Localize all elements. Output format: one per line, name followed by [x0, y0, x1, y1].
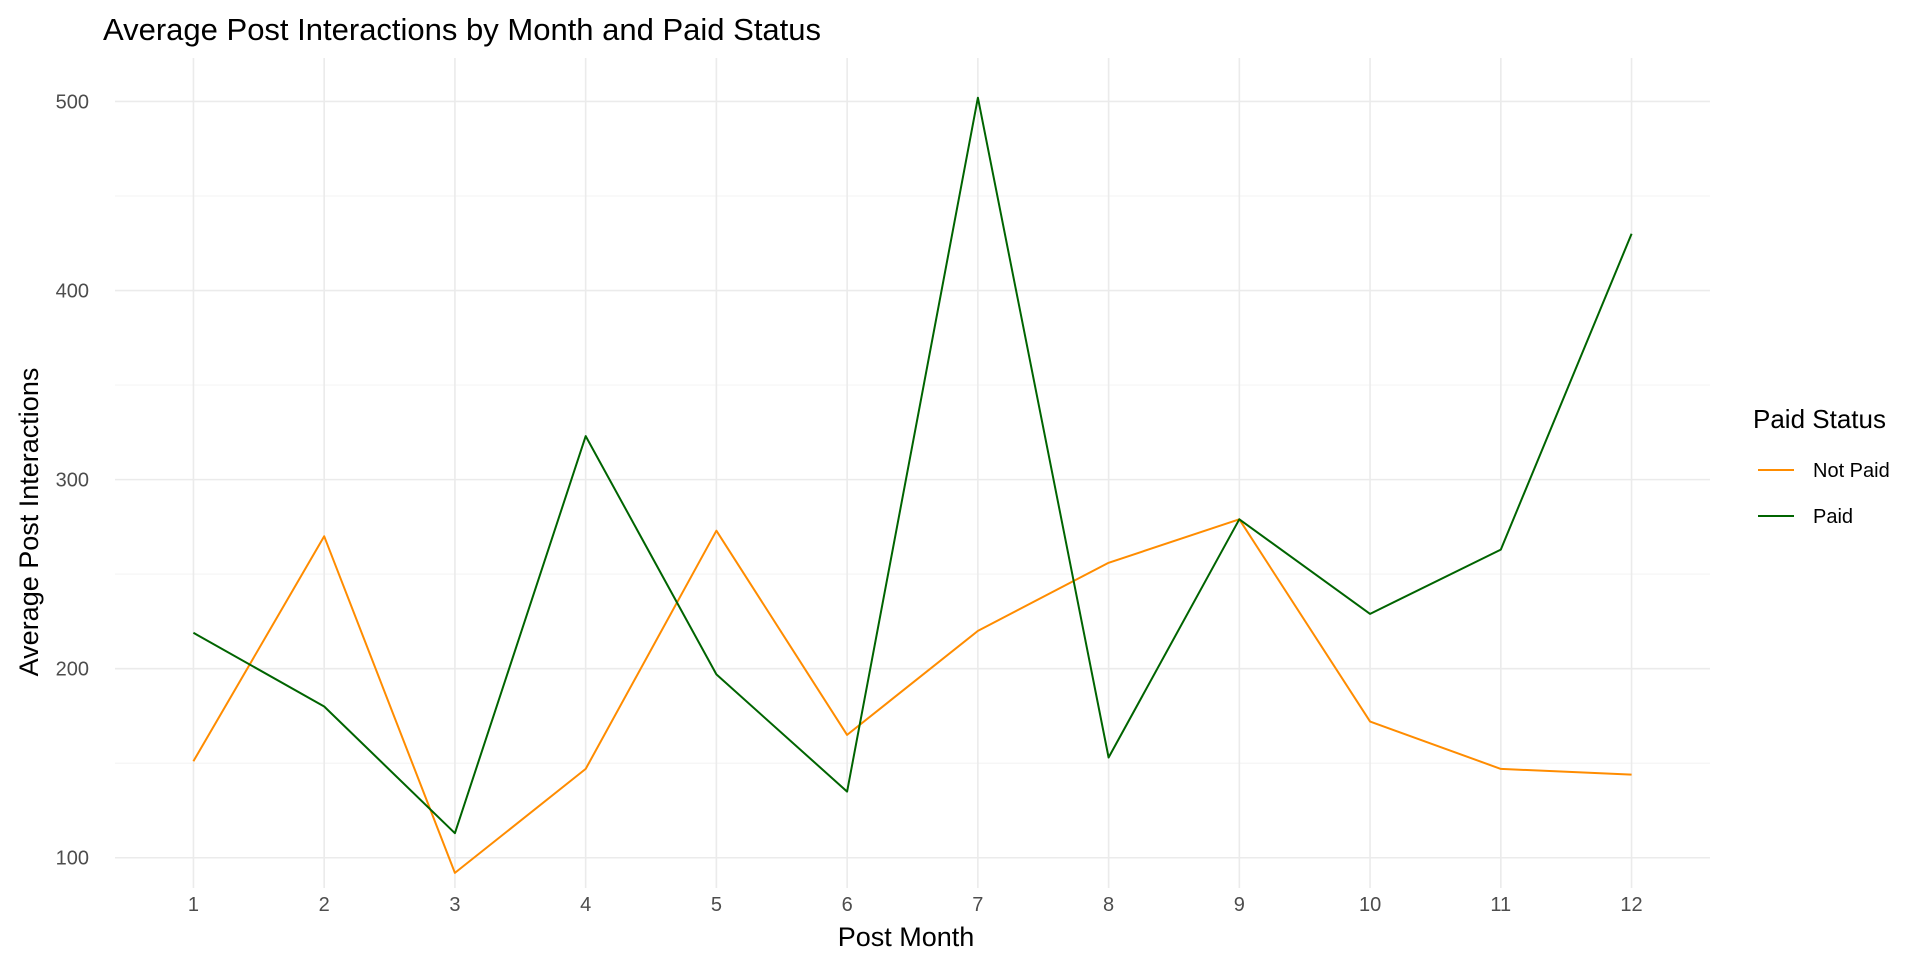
x-tick-label: 8	[1103, 894, 1114, 916]
x-tick-label: 5	[711, 894, 722, 916]
legend-label-paid: Paid	[1813, 506, 1853, 528]
series-line-paid	[192, 96, 1633, 835]
y-axis-tick-labels: 100 200 300 400 500	[56, 91, 89, 869]
x-tick-label: 6	[842, 894, 853, 916]
y-axis-title: Average Post Interactions	[14, 368, 44, 677]
series-lines	[192, 96, 1633, 874]
x-axis-title: Post Month	[838, 922, 975, 952]
x-tick-label: 12	[1620, 894, 1642, 916]
x-tick-label: 3	[449, 894, 460, 916]
y-tick-label: 300	[56, 470, 89, 492]
x-tick-label: 7	[972, 894, 983, 916]
y-tick-label: 200	[56, 659, 89, 681]
grid	[115, 58, 1710, 888]
x-tick-label: 9	[1234, 894, 1245, 916]
y-tick-label: 100	[56, 848, 89, 870]
series-line-not-paid	[192, 518, 1632, 874]
x-tick-label: 11	[1490, 894, 1511, 916]
legend: Paid Status Not Paid Paid	[1753, 404, 1890, 528]
x-tick-label: 1	[188, 894, 199, 916]
chart-title: Average Post Interactions by Month and P…	[103, 12, 821, 47]
y-tick-label: 400	[56, 281, 89, 303]
x-tick-label: 2	[319, 894, 330, 916]
y-tick-label: 500	[56, 91, 89, 113]
legend-label-not-paid: Not Paid	[1813, 460, 1890, 482]
legend-title: Paid Status	[1753, 404, 1886, 434]
x-tick-label: 10	[1359, 894, 1381, 916]
x-axis-tick-labels: 1 2 3 4 5 6 7 8 9 10 11 12	[188, 894, 1643, 916]
x-tick-label: 4	[580, 894, 591, 916]
